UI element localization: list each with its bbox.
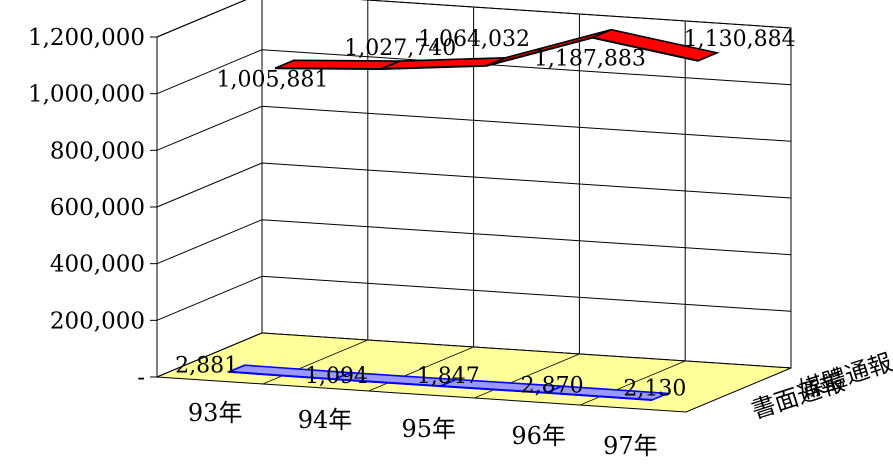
data-label: 1,005,881 [216,67,328,92]
gridline-y [156,219,792,265]
floor-gridline [474,353,580,399]
data-label: 1,847 [417,364,480,389]
data-label: 1,064,032 [418,27,530,52]
floor-gridline [262,339,368,385]
y-tick-label: 600,000 [50,195,145,221]
data-label: 2,870 [521,373,584,398]
data-label: 2,130 [623,377,686,402]
y-tick-label: 400,000 [50,252,145,278]
category-label: 94年 [298,406,353,434]
series-line [274,36,699,71]
floor-gridline [580,360,686,406]
gridline-y [156,0,792,38]
data-label: 1,027,740 [344,36,456,61]
y-tick-label: 800,000 [50,138,145,164]
series-line [228,370,653,401]
gridline-y [156,275,792,321]
gridline-y [156,105,792,151]
series-name-label: 媒體通報 [796,348,893,404]
y-tick-label: - [137,365,145,391]
data-label: 2,881 [175,353,238,378]
data-label: 1,094 [305,364,368,389]
series-group [228,28,720,401]
category-label: 93年 [188,399,243,427]
category-label: 97年 [603,432,658,460]
chart-walls [156,0,792,378]
y-tick-label: 1,200,000 [28,25,145,51]
data-label: 1,187,883 [534,47,646,72]
gridline-y [156,162,792,208]
floor-gridline [368,346,474,392]
category-label: 96年 [511,422,566,450]
y-tick-label: 1,000,000 [28,82,145,108]
category-label: 95年 [402,415,457,443]
data-label: 1,130,884 [684,27,796,52]
gridline-y [156,49,792,95]
y-tick-label: 200,000 [50,308,145,334]
